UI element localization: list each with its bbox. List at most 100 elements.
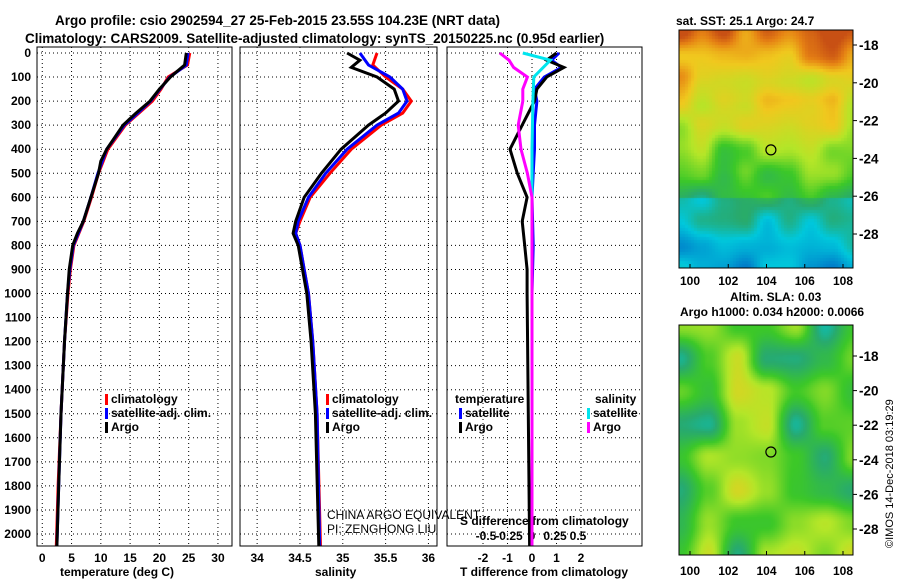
legend-swatch xyxy=(326,394,329,405)
legend-swatch xyxy=(459,408,462,419)
x2-tick-label: 0.5 xyxy=(570,529,587,543)
series-line-argo xyxy=(55,52,188,547)
legend-label: climatology xyxy=(332,392,399,406)
y-tick-label: 1300 xyxy=(4,359,31,373)
y-tick-label: 400 xyxy=(11,142,31,156)
y-tick-label: 1600 xyxy=(4,431,31,445)
x-tick-label: 35.5 xyxy=(374,551,398,565)
map-y-tick-label: -20 xyxy=(859,384,879,399)
y-tick-label: 700 xyxy=(11,214,31,228)
y-tick-label: 500 xyxy=(11,166,31,180)
legend-label: satellite xyxy=(593,406,638,420)
x-tick-label: 0 xyxy=(39,551,46,565)
x-label-temperature: temperature (deg C) xyxy=(60,565,174,579)
watermark: CHINA ARGO EQUIVALENT xyxy=(327,508,481,522)
x-tick-label: -2 xyxy=(478,551,489,565)
x-tick-label: 15 xyxy=(123,551,137,565)
y-tick-label: 1900 xyxy=(4,503,31,517)
x-tick-label: 1 xyxy=(553,551,560,565)
y-tick-label: 900 xyxy=(11,262,31,276)
legend-label: satellite-adj. clim. xyxy=(332,406,432,420)
sla-map-subtitle: Argo h1000: 0.034 h2000: 0.0066 xyxy=(680,305,864,319)
x-tick-label: 2 xyxy=(578,551,585,565)
x2-tick-label: 0.25 xyxy=(543,529,567,543)
y-tick-label: 100 xyxy=(11,70,31,84)
legend-label: satellite xyxy=(465,406,510,420)
x-tick-label: 10 xyxy=(94,551,108,565)
legend-label: Argo xyxy=(111,420,139,434)
y-tick-label: 300 xyxy=(11,118,31,132)
plot-frame xyxy=(36,46,233,547)
sla-map xyxy=(679,325,853,555)
legend-swatch xyxy=(105,408,108,419)
x-tick-label: 34 xyxy=(250,551,264,565)
legend-title-salinity: salinity xyxy=(595,392,637,406)
map-y-tick-label: -28 xyxy=(859,227,879,242)
x-tick-label: 34.5 xyxy=(288,551,312,565)
y-tick-label: 800 xyxy=(11,238,31,252)
map-y-tick-label: -26 xyxy=(859,189,879,204)
map-x-tick-label: 100 xyxy=(680,274,700,288)
map-x-tick-label: 108 xyxy=(833,274,853,288)
legend-title-temperature: temperature xyxy=(455,392,525,406)
map-x-tick-label: 100 xyxy=(680,564,700,578)
map-y-tick-label: -22 xyxy=(859,418,879,433)
map-y-tick-label: -18 xyxy=(859,38,879,53)
title-line2: Climatology: CARS2009. Satellite-adjuste… xyxy=(25,31,604,46)
argo-location-marker xyxy=(765,144,777,156)
series-line-satellite-adj-clim- xyxy=(294,52,409,547)
y-tick-label: 1800 xyxy=(4,479,31,493)
x-tick-label: 30 xyxy=(211,551,225,565)
legend-label: satellite-adj. clim. xyxy=(111,406,211,420)
x-label-t-diff: T difference from climatology xyxy=(460,565,628,579)
x-tick-label: 25 xyxy=(182,551,196,565)
argo-location-marker xyxy=(765,446,777,458)
series-line-climatology xyxy=(294,52,414,547)
legend-label: Argo xyxy=(332,420,360,434)
x2-label-s-diff: S difference from climatology xyxy=(460,514,629,528)
map-x-tick-label: 104 xyxy=(756,274,776,288)
legend-swatch xyxy=(587,422,590,433)
credit: ©IMOS 14-Dec-2018 03:19:29 xyxy=(884,399,896,548)
x-tick-label: 5 xyxy=(68,551,75,565)
legend-swatch xyxy=(326,422,329,433)
legend-swatch xyxy=(326,408,329,419)
map-x-tick-label: 102 xyxy=(718,564,738,578)
legend-label: Argo xyxy=(465,420,493,434)
series-line-s-argo xyxy=(498,51,534,546)
sst-map-title: sat. SST: 25.1 Argo: 24.7 xyxy=(676,14,815,28)
map-y-tick-label: -24 xyxy=(859,453,879,468)
x2-tick-label: -0.25 xyxy=(495,529,523,543)
y-tick-label: 200 xyxy=(11,94,31,108)
pi-name: PI: ZENGHONG LIU xyxy=(327,522,436,536)
map-y-tick-label: -26 xyxy=(859,487,879,502)
series-line-t-argo xyxy=(508,51,568,547)
series-line-argo xyxy=(291,51,401,547)
map-frame xyxy=(678,324,854,556)
y-tick-label: 0 xyxy=(24,46,31,60)
x-tick-label: 35 xyxy=(336,551,350,565)
legend-swatch xyxy=(587,408,590,419)
legend-swatch xyxy=(105,394,108,405)
y-tick-label: 1400 xyxy=(4,383,31,397)
y-tick-label: 1200 xyxy=(4,335,31,349)
map-y-tick-label: -22 xyxy=(859,114,879,129)
legend-swatch xyxy=(459,422,462,433)
sla-map-title: Altim. SLA: 0.03 xyxy=(730,290,822,304)
y-tick-label: 1000 xyxy=(4,287,31,301)
legend-label: climatology xyxy=(111,392,178,406)
map-y-tick-label: -28 xyxy=(859,522,879,537)
map-x-tick-label: 106 xyxy=(795,274,815,288)
x-tick-label: -1 xyxy=(502,551,513,565)
map-x-tick-label: 102 xyxy=(718,274,738,288)
y-tick-label: 600 xyxy=(11,190,31,204)
legend-swatch xyxy=(105,422,108,433)
x-tick-label: 36 xyxy=(422,551,436,565)
x2-tick-label: -0.5 xyxy=(476,529,497,543)
map-y-tick-label: -20 xyxy=(859,76,879,91)
map-x-tick-label: 104 xyxy=(756,564,776,578)
y-tick-label: 1700 xyxy=(4,455,31,469)
legend-label: Argo xyxy=(593,420,621,434)
